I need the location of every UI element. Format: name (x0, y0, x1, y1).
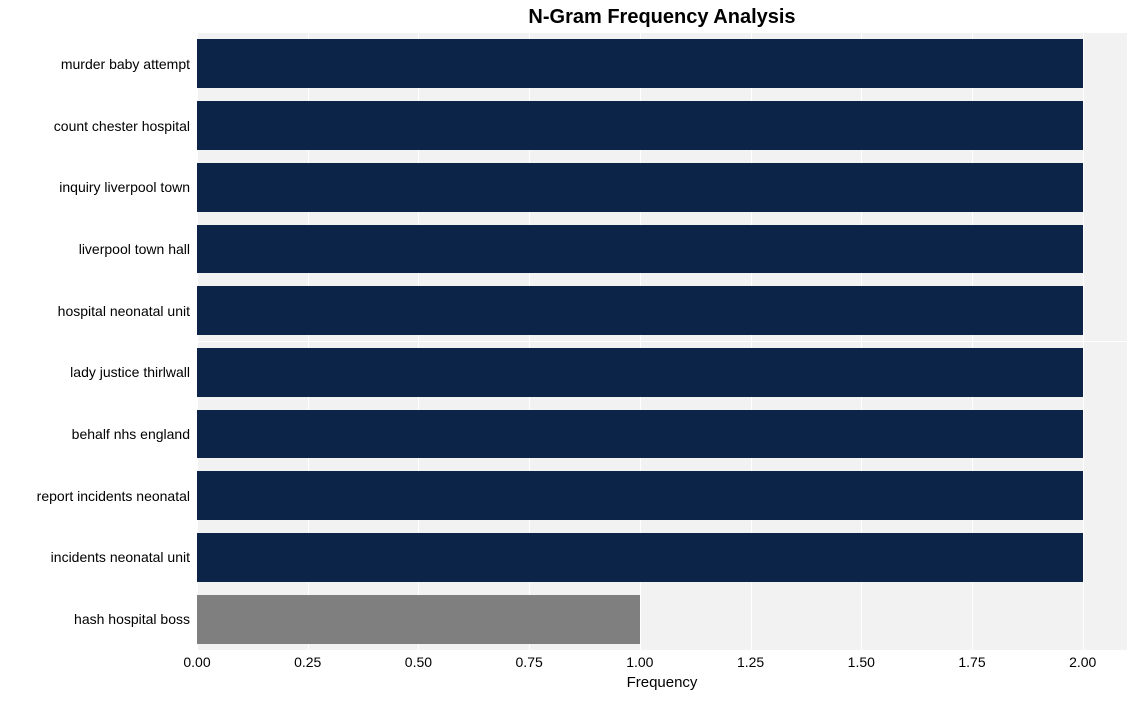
bar (197, 410, 1083, 459)
x-tick-label: 1.25 (737, 654, 764, 670)
x-tick-label: 2.00 (1069, 654, 1096, 670)
y-tick-label: lady justice thirlwall (0, 362, 190, 382)
gridline (1083, 33, 1084, 650)
bar (197, 533, 1083, 582)
bar (197, 39, 1083, 88)
x-tick-label: 1.00 (626, 654, 653, 670)
chart-title: N-Gram Frequency Analysis (197, 6, 1127, 29)
y-tick-label: hash hospital boss (0, 609, 190, 629)
y-tick-label: incidents neonatal unit (0, 547, 190, 567)
bar (197, 595, 640, 644)
x-tick-label: 1.75 (958, 654, 985, 670)
bar (197, 471, 1083, 520)
x-tick-label: 1.50 (848, 654, 875, 670)
x-tick-label: 0.00 (183, 654, 210, 670)
plot-area (197, 33, 1127, 650)
y-tick-label: behalf nhs england (0, 424, 190, 444)
chart-container: N-Gram Frequency Analysis Frequency murd… (0, 0, 1137, 701)
y-tick-label: inquiry liverpool town (0, 177, 190, 197)
x-tick-label: 0.75 (516, 654, 543, 670)
y-tick-label: hospital neonatal unit (0, 301, 190, 321)
bar (197, 163, 1083, 212)
bar (197, 286, 1083, 335)
y-tick-label: count chester hospital (0, 116, 190, 136)
bar (197, 101, 1083, 150)
x-tick-label: 0.25 (294, 654, 321, 670)
bar (197, 348, 1083, 397)
y-tick-label: murder baby attempt (0, 54, 190, 74)
y-tick-label: liverpool town hall (0, 239, 190, 259)
x-axis-title: Frequency (197, 674, 1127, 691)
bar (197, 225, 1083, 274)
y-tick-label: report incidents neonatal (0, 486, 190, 506)
x-tick-label: 0.50 (405, 654, 432, 670)
